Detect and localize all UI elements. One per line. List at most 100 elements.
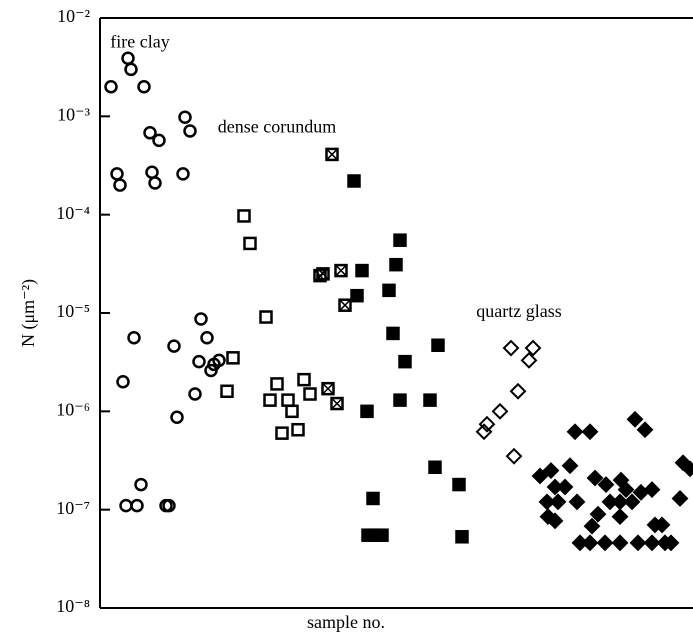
- point: [524, 339, 542, 357]
- annotation: fire clay: [110, 32, 169, 52]
- point: [382, 283, 396, 298]
- point: [152, 133, 166, 148]
- point: [220, 384, 234, 399]
- point: [143, 126, 157, 140]
- y-tick-label: 10⁻²: [57, 6, 90, 26]
- point: [643, 481, 661, 499]
- point: [475, 423, 493, 441]
- point: [148, 176, 162, 190]
- point: [478, 415, 496, 433]
- y-axis-label: N (μm⁻²): [18, 279, 39, 347]
- point: [104, 79, 118, 94]
- point: [491, 402, 509, 420]
- point: [549, 493, 567, 511]
- point: [681, 460, 693, 478]
- point: [281, 393, 295, 407]
- x-axis-label: sample no.: [307, 612, 385, 632]
- point: [452, 477, 466, 492]
- point: [568, 493, 586, 511]
- point: [124, 62, 138, 77]
- point-cross: [339, 299, 351, 311]
- point: [617, 481, 635, 499]
- point: [366, 491, 380, 506]
- point: [586, 469, 604, 487]
- point-cross: [326, 148, 338, 160]
- point: [542, 462, 560, 479]
- point: [623, 493, 641, 511]
- point: [561, 457, 579, 475]
- point: [556, 478, 574, 496]
- point: [505, 447, 523, 465]
- point: [297, 372, 311, 387]
- point-cross: [317, 268, 329, 280]
- point: [113, 178, 127, 192]
- point: [285, 404, 299, 419]
- point: [566, 423, 584, 441]
- point: [183, 124, 197, 138]
- y-tick-label: 10⁻⁴: [56, 203, 90, 223]
- point: [204, 363, 218, 378]
- point: [119, 498, 133, 513]
- point: [581, 423, 599, 441]
- point: [455, 530, 469, 544]
- point: [167, 339, 181, 353]
- point: [347, 174, 361, 188]
- point: [509, 382, 527, 400]
- point: [127, 331, 141, 345]
- point: [243, 236, 257, 251]
- point: [611, 534, 629, 552]
- point: [162, 498, 176, 513]
- point: [531, 467, 549, 485]
- point: [428, 460, 442, 474]
- point: [178, 110, 192, 124]
- point: [270, 377, 284, 391]
- point: [110, 167, 124, 181]
- point: [130, 498, 144, 513]
- point: [116, 374, 130, 389]
- point: [423, 393, 437, 407]
- point: [316, 267, 330, 281]
- point: [321, 381, 335, 396]
- point: [303, 387, 317, 401]
- point: [546, 512, 564, 530]
- point: [393, 233, 407, 247]
- point: [626, 410, 644, 428]
- point: [360, 404, 374, 419]
- point: [259, 310, 273, 324]
- point: [200, 331, 214, 345]
- point: [398, 354, 412, 369]
- point: [581, 534, 599, 552]
- point: [188, 387, 202, 401]
- point: [653, 516, 671, 534]
- y-tick-label: 10⁻⁷: [56, 498, 90, 518]
- point: [589, 505, 607, 523]
- point: [137, 79, 151, 94]
- y-tick-label: 10⁻⁵: [56, 301, 90, 321]
- point: [325, 147, 339, 162]
- point: [338, 298, 352, 312]
- point: [538, 493, 556, 511]
- point: [212, 353, 226, 368]
- point: [237, 209, 251, 223]
- point: [121, 51, 135, 65]
- y-tick-label: 10⁻³: [57, 104, 91, 124]
- point: [389, 257, 403, 272]
- annotation: quartz glass: [476, 301, 561, 321]
- point: [194, 312, 208, 326]
- point: [330, 396, 344, 411]
- point: [393, 393, 407, 407]
- point: [643, 534, 661, 552]
- point: [176, 167, 190, 181]
- point-cross: [331, 398, 343, 410]
- point: [170, 410, 184, 425]
- point: [583, 517, 601, 535]
- point: [134, 477, 148, 492]
- point: [192, 354, 206, 369]
- y-tick-label: 10⁻⁶: [56, 399, 90, 419]
- point-cross: [322, 383, 334, 395]
- point: [636, 421, 654, 439]
- point: [334, 263, 348, 278]
- point: [226, 351, 240, 365]
- point: [629, 534, 647, 552]
